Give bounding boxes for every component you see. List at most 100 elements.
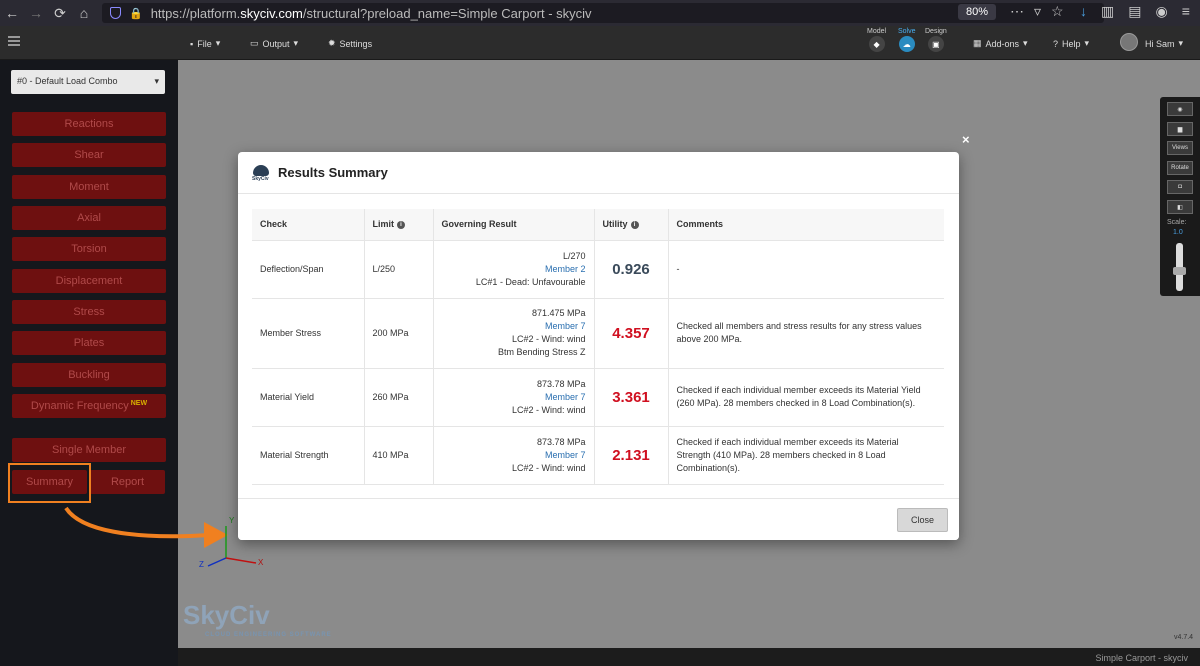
shear-button[interactable]: Shear: [12, 143, 166, 167]
reload-icon[interactable]: ⟳: [54, 4, 66, 21]
zoom-level[interactable]: 80%: [958, 4, 997, 20]
shield-icon: [110, 7, 121, 19]
user-menu[interactable]: Hi Sam ▾: [1145, 38, 1183, 49]
stage-label: Model: [867, 28, 887, 35]
reactions-button[interactable]: Reactions: [12, 112, 166, 136]
skyciv-logo: SkyCiv: [183, 600, 270, 630]
governing-cell: 871.475 MPa Member 7 LC#2 - Wind: wind B…: [432, 297, 595, 369]
menu-icon[interactable]: ≡: [1181, 3, 1190, 19]
dynamic-frequency-label: Dynamic Frequency: [30, 400, 129, 412]
single-member-button[interactable]: Single Member: [12, 438, 166, 462]
modal-footer: Close: [238, 498, 959, 540]
home-icon[interactable]: ⌂: [79, 5, 89, 21]
addons-menu[interactable]: ▦ Add-ons ▾: [973, 38, 1028, 49]
buckling-button[interactable]: Buckling: [12, 363, 166, 387]
eye-icon[interactable]: ◉: [1167, 102, 1193, 116]
chevron-down-icon: ▾: [1178, 38, 1184, 48]
account-icon[interactable]: ◉: [1155, 3, 1168, 19]
sidebar-icon[interactable]: ▤: [1128, 3, 1142, 19]
download-icon[interactable]: ↓: [1080, 3, 1087, 19]
stage-label: Solve: [898, 28, 916, 35]
load-combo-select[interactable]: #0 - Default Load Combo ▾: [11, 70, 165, 94]
column-header-governing: Governing Result: [432, 209, 595, 241]
info-icon[interactable]: i: [397, 220, 405, 229]
modal-header: SkyCiv Results Summary: [238, 152, 959, 194]
page-icon: ▪: [190, 38, 194, 49]
comment-cell: Checked all members and stress results f…: [667, 297, 944, 369]
stage-label: Design: [925, 28, 947, 35]
governing-value: 873.78 MPa: [536, 436, 586, 447]
chevron-down-icon: ▾: [154, 76, 159, 86]
status-bar: Simple Carport - skyciv: [178, 648, 1200, 666]
scale-value: 1.0: [1173, 229, 1183, 236]
governing-cell: 873.78 MPa Member 7 LC#2 - Wind: wind: [432, 367, 595, 427]
views-button[interactable]: Views: [1167, 141, 1193, 155]
column-header-limit: Limit i: [363, 209, 434, 241]
help-menu[interactable]: ? Help ▾: [1053, 38, 1089, 49]
scale-slider-handle[interactable]: [1173, 267, 1186, 275]
settings-menu[interactable]: ✹ Settings: [328, 38, 372, 49]
stress-button[interactable]: Stress: [12, 300, 166, 324]
displacement-button[interactable]: Displacement: [12, 269, 166, 293]
load-case: LC#2 - Wind: wind: [511, 404, 586, 415]
axial-button[interactable]: Axial: [12, 206, 166, 230]
governing-cell: 873.78 MPa Member 7 LC#2 - Wind: wind: [432, 425, 595, 485]
back-icon[interactable]: ←: [5, 5, 19, 21]
stage-design[interactable]: Design ▣: [925, 28, 947, 52]
stage-model[interactable]: Model ◆: [867, 28, 886, 52]
member-link[interactable]: Member 2: [544, 263, 586, 274]
url-bar[interactable]: 🔒 https://platform. skyciv.com/structural…: [102, 3, 1104, 23]
chevron-down-icon: ▾: [1084, 38, 1090, 48]
skyciv-logo-icon: SkyCiv: [252, 163, 270, 183]
pocket-icon[interactable]: ▿: [1034, 3, 1042, 19]
chevron-down-icon: ▾: [293, 38, 299, 48]
addons-label: Add-ons: [985, 38, 1020, 49]
x-axis-label: X: [258, 558, 264, 567]
rotate-button[interactable]: Rotate: [1167, 161, 1193, 175]
pointer-arrow: [64, 506, 211, 539]
table-row: Member Stress 200 MPa 871.475 MPa Member…: [252, 297, 944, 369]
help-icon: ?: [1053, 38, 1059, 49]
cube-icon[interactable]: ◧: [1167, 200, 1193, 214]
check-cell: Material Yield: [252, 367, 365, 427]
member-link[interactable]: Member 7: [544, 449, 586, 460]
limit-cell: 410 MPa: [363, 425, 434, 485]
url-path: /structural?preload_name=Simple Carport …: [302, 5, 592, 21]
utility-cell: 3.361: [593, 367, 669, 427]
hamburger-icon[interactable]: [8, 36, 20, 46]
check-cell: Material Strength: [252, 425, 365, 485]
model-icon: ◆: [868, 36, 885, 52]
more-icon[interactable]: ⋯: [1010, 3, 1024, 19]
dynamic-frequency-button[interactable]: Dynamic Frequency NEW: [12, 394, 166, 418]
stage-solve[interactable]: Solve ☁: [898, 28, 916, 52]
chart-icon[interactable]: ▆: [1167, 122, 1193, 136]
governing-value: 873.78 MPa: [536, 378, 586, 389]
output-menu[interactable]: ▭ Output ▾: [250, 38, 298, 49]
table-row: Material Yield 260 MPa 873.78 MPa Member…: [252, 367, 944, 427]
report-button[interactable]: Report: [90, 470, 165, 494]
comment-cell: Checked if each individual member exceed…: [667, 425, 944, 485]
close-button[interactable]: Close: [897, 508, 948, 532]
check-cell: Deflection/Span: [252, 239, 365, 299]
torsion-button[interactable]: Torsion: [12, 237, 166, 261]
avatar[interactable]: [1120, 33, 1138, 51]
governing-value: L/270: [562, 250, 586, 261]
gear-icon: ✹: [328, 38, 336, 48]
info-icon[interactable]: i: [630, 220, 639, 229]
logo-text: SkyCiv: [252, 175, 269, 182]
modal-close-icon[interactable]: ×: [962, 132, 970, 147]
star-icon[interactable]: ☆: [1051, 3, 1064, 19]
library-icon[interactable]: ▥: [1101, 3, 1115, 19]
scale-label: Scale:: [1167, 219, 1187, 226]
moment-button[interactable]: Moment: [12, 175, 166, 199]
forward-icon[interactable]: →: [29, 5, 43, 21]
camera-icon[interactable]: ◘: [1167, 180, 1193, 194]
summary-button[interactable]: Summary: [12, 470, 87, 494]
load-combo-value: #0 - Default Load Combo: [17, 76, 118, 86]
file-menu[interactable]: ▪ File ▾: [190, 38, 220, 49]
view-toolbar: ◉ ▆ Views Rotate ◘ ◧ Scale: 1.0: [1160, 97, 1200, 296]
limit-cell: 200 MPa: [363, 297, 434, 369]
plates-button[interactable]: Plates: [12, 331, 166, 355]
member-link[interactable]: Member 7: [544, 321, 586, 331]
member-link[interactable]: Member 7: [544, 391, 586, 402]
